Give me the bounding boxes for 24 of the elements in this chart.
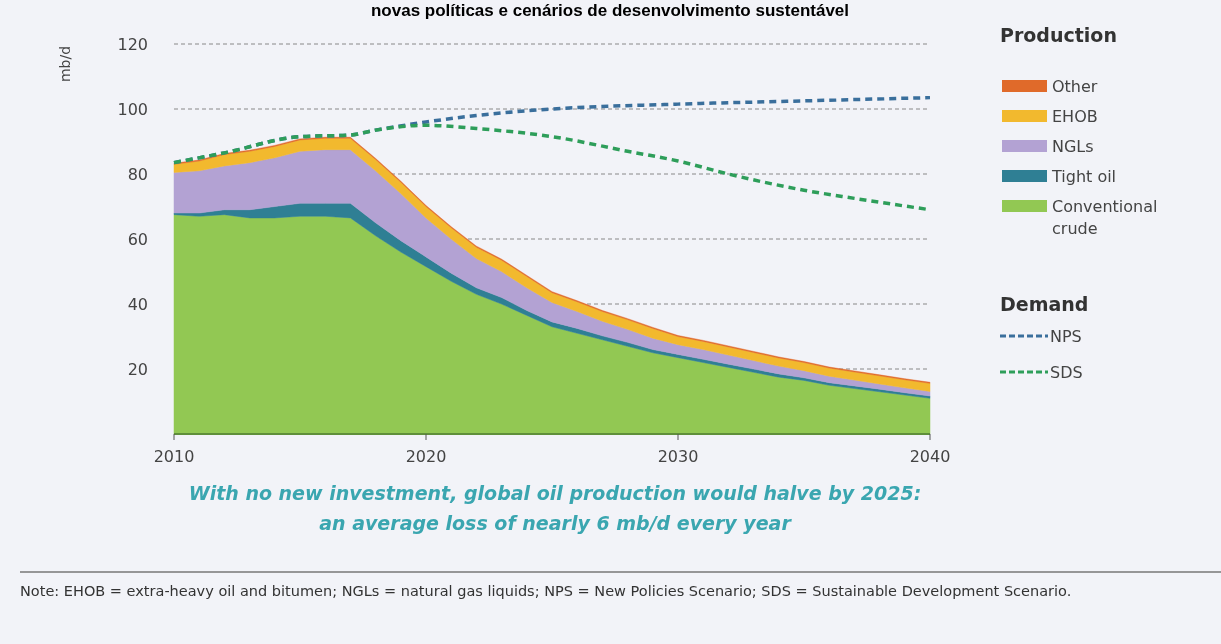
text: an average loss of nearly 6 mb/d every year bbox=[319, 512, 793, 534]
x-tick-label: 2030 bbox=[657, 447, 699, 466]
y-axis-title: mb/d bbox=[57, 45, 73, 83]
text: Demand bbox=[1000, 293, 1089, 315]
legend-label: SDS bbox=[1050, 362, 1083, 382]
y-tick-label: 80 bbox=[127, 164, 148, 184]
legend-title: Production bbox=[1000, 24, 1117, 46]
legend-label: NGLs bbox=[1052, 136, 1094, 156]
legend-label: Tight oil bbox=[1051, 166, 1117, 186]
y-tick-label: 120 bbox=[117, 34, 148, 54]
legend-label: Other bbox=[1052, 76, 1098, 96]
legend-label: Conventional crude bbox=[1052, 196, 1158, 238]
legend-label: EHOB bbox=[1052, 106, 1098, 126]
x-tick-label: 2010 bbox=[153, 447, 195, 466]
x-tick-label: 2020 bbox=[405, 447, 447, 466]
y-tick-label: 20 bbox=[127, 359, 148, 379]
chart-title: novas políticas e cenários de desenvolvimento sustentável bbox=[370, 1, 850, 20]
text: Note: EHOB = extra-heavy oil and bitumen; NGLs = natural gas liquids; NPS = New Policies Scenario; SDS = Sustainable Development Scenario. bbox=[20, 582, 1073, 601]
y-tick-label: 100 bbox=[117, 99, 148, 119]
x-tick-label: 2040 bbox=[909, 447, 951, 466]
y-tick-label: 40 bbox=[127, 294, 148, 314]
y-tick-label: 60 bbox=[127, 229, 148, 249]
text: With no new investment, global oil production would halve by 2025: bbox=[188, 482, 922, 504]
legend-label: NPS bbox=[1050, 326, 1082, 346]
